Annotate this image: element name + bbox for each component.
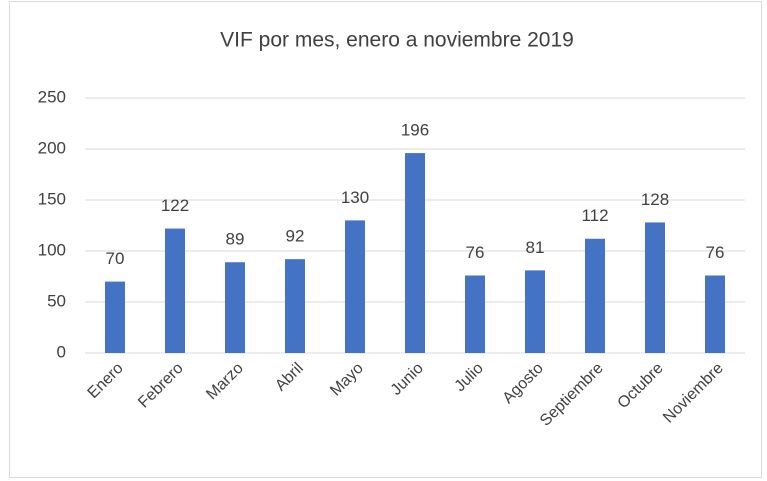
bar xyxy=(465,275,485,353)
data-label: 81 xyxy=(526,238,545,257)
data-label: 130 xyxy=(341,188,369,207)
data-label: 112 xyxy=(581,206,608,225)
y-tick-label: 50 xyxy=(47,291,66,310)
y-tick-label: 0 xyxy=(57,342,66,361)
bar xyxy=(285,259,305,353)
data-label: 70 xyxy=(106,249,125,268)
data-label: 89 xyxy=(226,230,245,249)
data-label: 76 xyxy=(706,243,725,262)
data-label: 92 xyxy=(286,227,305,246)
bar xyxy=(225,262,245,353)
data-label: 196 xyxy=(401,121,429,140)
bar xyxy=(705,275,725,353)
y-tick-label: 200 xyxy=(38,138,66,157)
bar xyxy=(585,238,605,353)
y-tick-label: 150 xyxy=(38,189,66,208)
data-label: 128 xyxy=(641,190,669,209)
y-tick-label: 250 xyxy=(38,87,66,106)
chart-border xyxy=(9,1,762,478)
bar xyxy=(345,220,365,353)
bar xyxy=(105,281,125,353)
bar xyxy=(645,222,665,353)
bar xyxy=(525,270,545,353)
data-label: 76 xyxy=(466,243,485,262)
chart-title: VIF por mes, enero a noviembre 2019 xyxy=(220,29,574,52)
data-label: 122 xyxy=(161,196,189,215)
y-tick-label: 100 xyxy=(38,240,66,259)
bar xyxy=(165,228,185,353)
bar xyxy=(405,153,425,353)
